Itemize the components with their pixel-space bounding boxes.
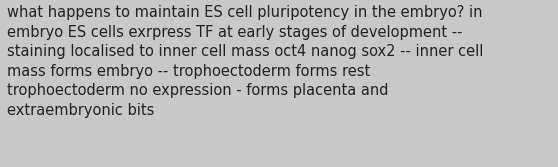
Text: what happens to maintain ES cell pluripotency in the embryo? in
embryo ES cells : what happens to maintain ES cell pluripo… [7, 5, 484, 118]
